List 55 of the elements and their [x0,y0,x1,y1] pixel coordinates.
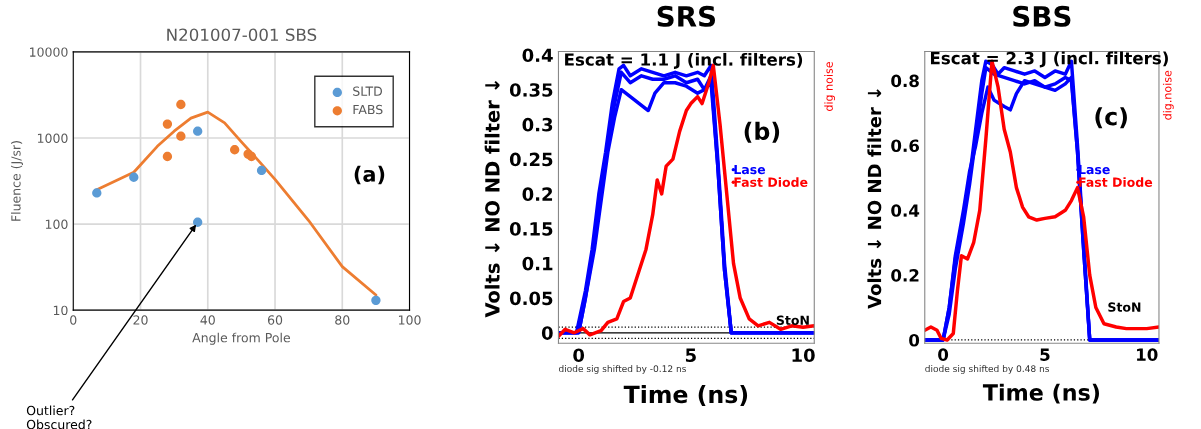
y-axis-title: Volts ↓ NO ND filter ↓ [484,80,500,318]
y-axis-title: Volts ↓ NO ND filter ↓ [867,89,882,309]
annotation: (a) [354,165,385,185]
text: dig noise [824,61,835,112]
x-tick-label: 60 [267,315,283,325]
x-tick-label: 5 [685,348,696,363]
y-tick-label: 10 [53,305,68,316]
annotation: (b) [744,121,780,143]
y-tick-label: 0.3 [522,117,553,132]
legend-label: SLTD [353,86,383,96]
legend-label: Fast Diode [734,177,808,187]
x-axis-title: Time (ns) [623,384,748,407]
x-tick-label: 20 [133,315,148,325]
y-tick-label: 0.05 [509,291,553,306]
y-tick-label: 100 [45,219,68,230]
x-tick-label: 0 [938,348,949,361]
x-tick-label: 10 [792,348,815,363]
y-tick-label: 10000 [30,47,68,57]
text: diode sig shifted by -0.12 ns [558,365,686,374]
x-axis-title: Angle from Pole [192,332,290,345]
chart-title: SRS [657,5,716,27]
y-tick-label: 0 [541,326,553,340]
y-tick-label: 0.25 [509,152,553,167]
y-tick-label: 0.2 [891,269,919,282]
y-tick-label: 0.4 [891,204,920,217]
text: dig.noise [1162,70,1174,120]
y-tick-label: 1000 [37,133,68,143]
y-tick-label: 0 [909,333,920,347]
y-tick-label: 0.4 [522,48,553,63]
annotation: StoN [776,315,809,325]
annotation: Escat = 1.1 J (incl. filters) [565,52,803,69]
legend-label: FABS [353,104,383,115]
x-axis-title: Time (ns) [982,383,1100,404]
annotation: Escat = 2.3 J (incl. filters) [930,51,1168,68]
chart-title: N201007-001 SBS [167,28,317,42]
x-tick-label: 40 [200,315,215,325]
y-tick-label: 0.15 [509,222,553,236]
legend-label: Lase [734,164,766,175]
y-tick-label: 0.8 [891,74,919,88]
x-tick-label: 10 [1137,348,1158,361]
annotation: Outlier? Obscured? [26,405,92,429]
y-axis-title: Fluence (J/sr) [10,141,23,221]
x-tick-label: 0 [573,348,585,363]
x-tick-label: 5 [1040,348,1050,361]
text: diode sig shifted by 0.48 ns [925,365,1050,374]
y-tick-label: 0.35 [509,83,553,97]
y-tick-label: 0.1 [522,256,553,271]
y-tick-label: 0.6 [891,139,920,153]
annotation: (c) [1095,107,1127,129]
x-tick-label: 100 [398,315,421,325]
y-tick-label: 0.2 [522,187,553,201]
chart-title: SBS [1013,5,1071,27]
x-tick-label: 0 [70,315,77,325]
x-tick-label: 80 [335,315,350,325]
annotation: StoN [1108,302,1141,312]
